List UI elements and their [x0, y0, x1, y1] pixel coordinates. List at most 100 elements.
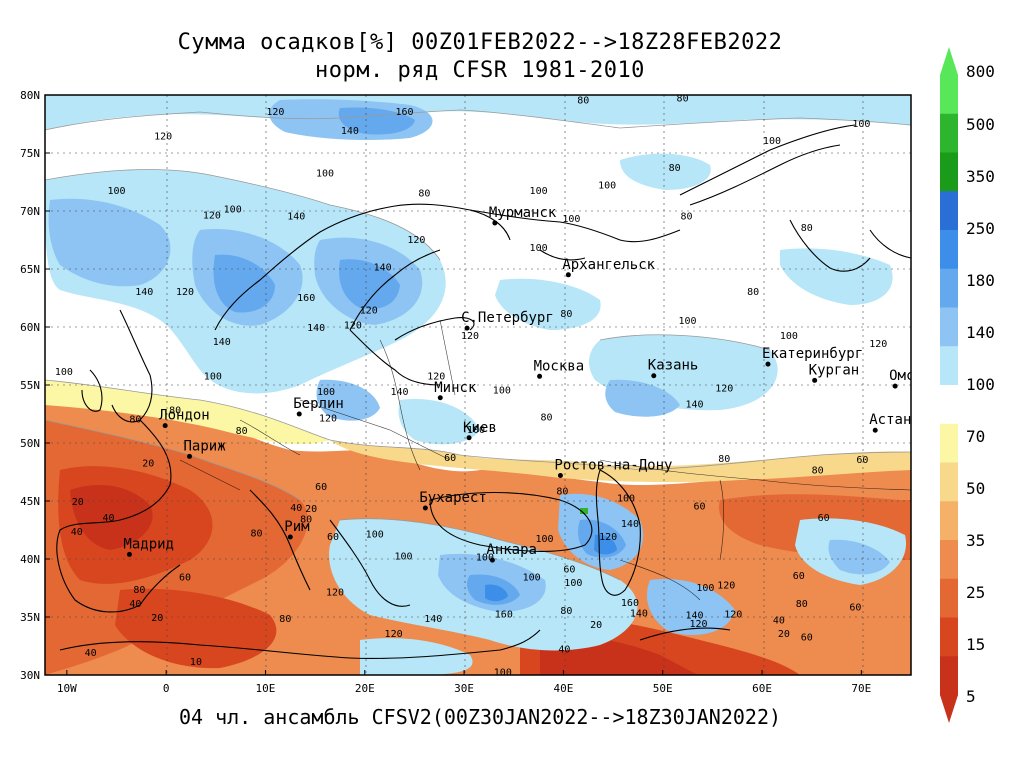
contour-value-label: 80	[560, 606, 572, 617]
city-dot	[557, 472, 563, 478]
contour-value-label: 120	[717, 581, 735, 592]
contour-value-label: 100	[394, 552, 412, 563]
contour-value-label: 40	[558, 644, 570, 655]
colorbar-tick-label: 140	[966, 323, 995, 342]
city-label: Мурманск	[489, 205, 557, 221]
contour-value-label: 80	[279, 614, 291, 625]
city-label: Москва	[534, 358, 585, 374]
colorbar-segment	[940, 307, 958, 347]
contour-value-label: 120	[689, 619, 707, 630]
contour-value-label: 80	[129, 415, 141, 426]
latitude-tick-label: 70N	[20, 205, 40, 218]
city-dot	[892, 383, 898, 389]
contour-value-label: 100	[476, 553, 494, 564]
city-label: Астана	[869, 412, 920, 428]
map-field: 120 160 140 120 80 80 100 100 100 100 100 80 80 100 12…	[45, 95, 920, 675]
latitude-tick-label: 55N	[20, 379, 40, 392]
contour-value-label: 120	[869, 339, 887, 350]
colorbar-tick-label: 70	[966, 427, 986, 446]
contour-value-label: 120	[326, 587, 344, 598]
contour-value-label: 120	[461, 331, 479, 342]
city-label: Киев	[463, 420, 497, 436]
city-dot	[287, 534, 293, 540]
contour-value-label: 60	[444, 453, 456, 464]
contour-value-label: 80	[169, 405, 181, 416]
contour-value-label: 80	[747, 287, 759, 298]
contour-value-label: 140	[424, 614, 442, 625]
latitude-tick-label: 75N	[20, 147, 40, 160]
contour-value-label: 120	[344, 321, 362, 332]
city-dot	[126, 551, 132, 557]
contour-value-label: 20	[142, 459, 154, 470]
contour-value-label: 100	[617, 494, 635, 505]
contour-value-label: 120	[715, 383, 733, 394]
colorbar-tick-label: 180	[966, 271, 995, 290]
latitude-axis: 80N 75N 70N 65N 60N 55N 50N 45N 40N 35N 30N	[20, 89, 50, 682]
contour-value-label: 80	[560, 309, 572, 320]
colorbar-segment	[940, 113, 958, 153]
contour-value-label: 40	[290, 503, 302, 514]
contour-value-label: 100	[679, 316, 697, 327]
contour-value-label: 160	[297, 293, 315, 304]
colorbar-tick-label: 35	[966, 531, 986, 550]
contour-value-label: 100	[366, 529, 384, 540]
contour-value-label: 140	[391, 387, 409, 398]
graticule	[45, 95, 911, 675]
contour-value-label: 100	[598, 180, 616, 191]
latitude-tick-label: 30N	[20, 669, 40, 682]
contour-value-label: 140	[287, 212, 305, 223]
colorbar-segment	[940, 423, 958, 463]
contour-value-label: 60	[801, 633, 813, 644]
city-dot	[812, 377, 818, 383]
contour-value-label: 140	[685, 400, 703, 411]
contour-value-label: 120	[203, 210, 221, 221]
city-dot	[492, 220, 498, 226]
city-label: Мадрид	[123, 536, 174, 552]
contour-value-label: 120	[385, 629, 403, 640]
city-dot	[162, 423, 168, 429]
contour-value-label: 80	[300, 514, 312, 525]
contour-value-label: 20	[590, 620, 602, 631]
contour-value-label: 80	[418, 188, 430, 199]
colorbar-segment	[940, 268, 958, 308]
longitude-tick-label: 10E	[256, 682, 276, 695]
contour-value-label: 80	[669, 163, 681, 174]
contour-value-label: 80	[812, 466, 824, 477]
longitude-tick-label: 70E	[851, 682, 871, 695]
ensemble-caption: 04 чл. ансамбль CFSV2(00Z30JAN2022-->18Z…	[178, 705, 782, 729]
contour-value-label: 120	[427, 372, 445, 383]
contour-value-label: 80	[556, 487, 568, 498]
colorbar-segment	[940, 385, 958, 425]
latitude-tick-label: 45N	[20, 495, 40, 508]
contour-value-label: 80	[133, 585, 145, 596]
city-dot	[765, 361, 771, 367]
colorbar-tick-label: 5	[966, 687, 976, 706]
city-label: Лондон	[159, 408, 210, 424]
contour-value-label: 100	[562, 214, 580, 225]
contour-value-label: 80	[236, 426, 248, 437]
contour-value-label: 20	[778, 629, 790, 640]
city-label: Ростов-на-Дону	[554, 457, 672, 473]
city-label: Архангельск	[562, 257, 655, 273]
city-dot	[186, 453, 192, 459]
latitude-tick-label: 65N	[20, 263, 40, 276]
colorbar-segment	[940, 191, 958, 231]
contour-value-label: 60	[563, 564, 575, 575]
colorbar-tick-label: 500	[966, 115, 995, 134]
colorbar	[940, 47, 958, 723]
contour-value-label: 100	[780, 331, 798, 342]
city-label: Бухарест	[419, 490, 486, 506]
colorbar-segment	[940, 75, 958, 115]
colorbar-segment	[940, 656, 958, 696]
city-label: Минск	[434, 380, 477, 396]
longitude-tick-label: 0	[163, 682, 170, 695]
contour-value-label: 120	[154, 132, 172, 143]
city-dot	[437, 395, 443, 401]
contour-value-label: 100	[493, 386, 511, 397]
contour-lines	[45, 109, 911, 581]
contour-value-label: 120	[266, 107, 284, 118]
contour-value-label: 120	[319, 413, 337, 424]
city-dot	[422, 505, 428, 511]
contour-value-label: 60	[327, 532, 339, 543]
